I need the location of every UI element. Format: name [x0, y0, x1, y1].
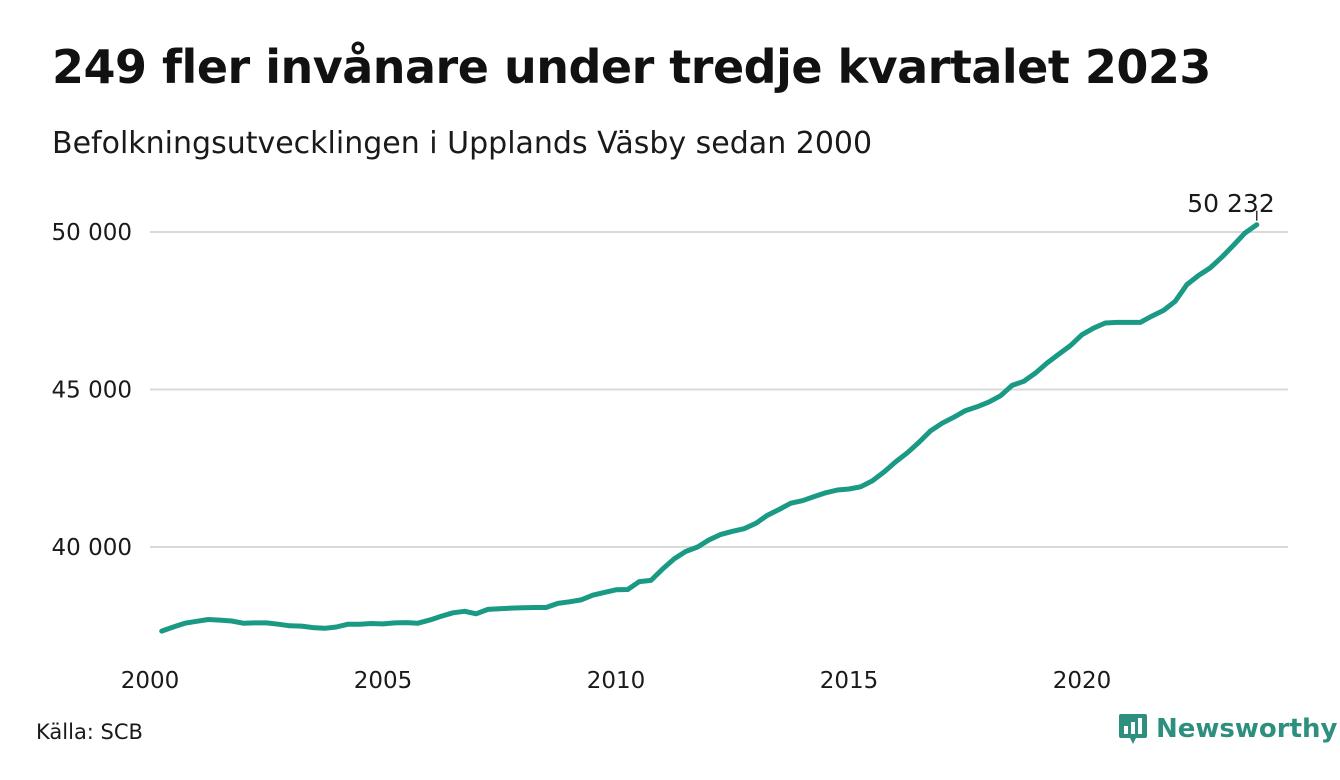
source-note: Källa: SCB — [36, 720, 143, 744]
y-tick-label: 50 000 — [52, 220, 132, 246]
x-tick-label: 2010 — [587, 668, 646, 694]
newsworthy-logo-icon — [1119, 714, 1147, 744]
series-group — [159, 222, 1260, 634]
grid-lines — [150, 231, 1288, 548]
x-tick-label: 2000 — [121, 668, 180, 694]
brand-logo: Newsworthy — [1118, 712, 1337, 746]
y-axis-ticks: 40 000 45 000 50 000 — [52, 220, 132, 561]
y-tick-label: 40 000 — [52, 535, 132, 561]
brand-name: Newsworthy — [1156, 714, 1338, 744]
x-tick-label: 2020 — [1053, 668, 1112, 694]
x-axis-ticks: 2000 2005 2010 2015 2020 — [121, 668, 1112, 694]
series-line — [159, 222, 1260, 634]
x-tick-label: 2005 — [354, 668, 413, 694]
chart-subtitle: Befolkningsutvecklingen i Upplands Väsby… — [52, 126, 873, 161]
x-tick-label: 2015 — [820, 668, 879, 694]
annotation-group: 50 232 — [1187, 189, 1275, 221]
y-tick-label: 45 000 — [52, 378, 132, 404]
chart-title: 249 fler invånare under tredje kvartalet… — [52, 40, 1211, 94]
annotation-label: 50 232 — [1187, 189, 1274, 218]
